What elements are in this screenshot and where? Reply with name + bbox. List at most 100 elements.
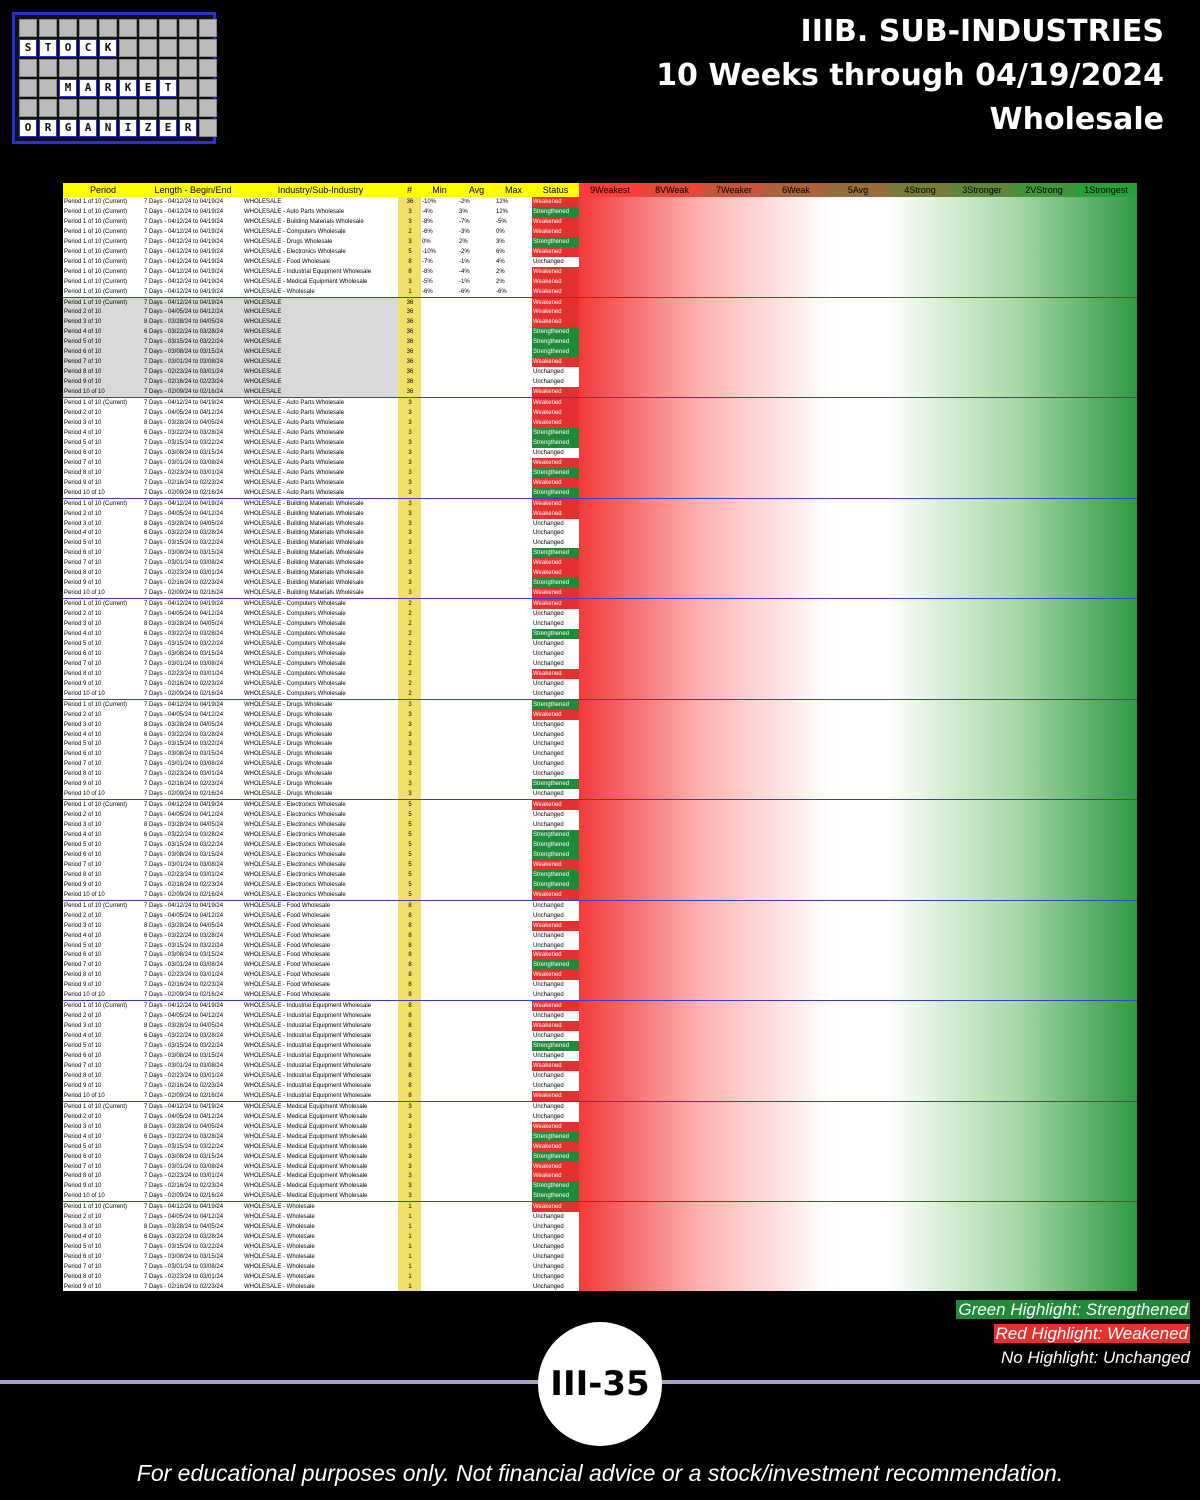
cell xyxy=(421,1051,458,1061)
cell xyxy=(458,1191,495,1201)
rank-cell xyxy=(827,1091,889,1101)
rank-cell xyxy=(703,1282,765,1291)
cell: Weakened xyxy=(532,408,579,418)
cell: 7 Days - 02/16/24 to 02/23/24 xyxy=(144,781,224,788)
cell xyxy=(421,599,458,609)
rank-cell xyxy=(1075,478,1137,488)
cell: Period 6 of 10 xyxy=(64,1254,102,1261)
logo-cell xyxy=(39,19,57,37)
rank-cell xyxy=(765,639,827,649)
rank-cell xyxy=(1013,257,1075,267)
cell: WHOLESALE - Building Materials Wholesale xyxy=(244,530,364,537)
cell xyxy=(458,377,495,387)
rank-cell xyxy=(827,1122,889,1132)
table-row: Period 2 of 10 7 Days - 04/05/24 to 04/12… xyxy=(63,810,1137,821)
table-row: Period 9 of 10 7 Days - 02/16/24 to 02/23… xyxy=(63,980,1137,991)
cell: 36 xyxy=(398,367,421,378)
rank-cell xyxy=(579,509,641,519)
rank-cell xyxy=(1013,619,1075,629)
rank-cell xyxy=(951,720,1013,730)
rank-cell xyxy=(889,1262,951,1272)
rank-cell xyxy=(1013,217,1075,227)
cell: 7 Days - 03/01/24 to 03/08/24 xyxy=(144,459,224,466)
cell xyxy=(421,1181,458,1191)
rank-cell xyxy=(951,921,1013,931)
cell: Period 1 of 10 (Current) xyxy=(64,278,128,285)
cell xyxy=(458,548,495,558)
cell: Weakened xyxy=(532,800,579,811)
cell: Unchanged xyxy=(533,721,564,728)
cell xyxy=(421,1262,458,1272)
cell: 3 xyxy=(398,417,421,428)
rank-cell xyxy=(703,468,765,478)
cell xyxy=(458,720,495,730)
rank-cell xyxy=(1013,478,1075,488)
rank-cell xyxy=(703,398,765,408)
rank-cell xyxy=(1013,970,1075,980)
cell xyxy=(421,970,458,980)
rank-cell xyxy=(579,1102,641,1112)
cell: Period 2 of 10 xyxy=(64,711,102,718)
rank-cell xyxy=(579,720,641,730)
rank-cell xyxy=(1075,609,1137,619)
rank-cell xyxy=(827,347,889,357)
rank-cell xyxy=(765,398,827,408)
column-header: 9Weakest xyxy=(579,183,641,197)
rank-cell xyxy=(641,197,703,207)
cell: 36 xyxy=(398,297,421,308)
cell: Weakened xyxy=(532,297,579,308)
rank-cell xyxy=(641,1232,703,1242)
table-row: Period 1 of 10 (Current) 7 Days - 04/12/2… xyxy=(63,398,1137,409)
rank-cell xyxy=(765,1061,827,1071)
cell: 2% xyxy=(496,278,505,285)
cell: Unchanged xyxy=(533,731,564,738)
cell: Strengthened xyxy=(532,1191,579,1202)
rank-cell xyxy=(765,921,827,931)
cell xyxy=(458,1001,495,1011)
rank-cell xyxy=(765,609,827,619)
rank-cell xyxy=(889,408,951,418)
rank-cell xyxy=(579,980,641,990)
rank-cell xyxy=(703,599,765,609)
rank-cell xyxy=(1075,779,1137,789)
rank-cell xyxy=(1013,207,1075,217)
cell: Unchanged xyxy=(533,822,564,829)
cell xyxy=(421,830,458,840)
rank-cell xyxy=(1075,538,1137,548)
rank-cell xyxy=(703,710,765,720)
cell xyxy=(458,840,495,850)
rank-cell xyxy=(641,810,703,820)
rank-cell xyxy=(641,840,703,850)
cell xyxy=(458,1021,495,1031)
rank-cell xyxy=(703,298,765,308)
cell: Period 3 of 10 xyxy=(64,922,102,929)
cell: Strengthened xyxy=(532,1041,579,1052)
rank-cell xyxy=(703,1041,765,1051)
table-row: Period 2 of 10 7 Days - 04/05/24 to 04/12… xyxy=(63,408,1137,418)
rank-cell xyxy=(1013,1162,1075,1172)
cell xyxy=(458,327,495,337)
cell: WHOLESALE - Drugs Wholesale xyxy=(244,701,333,708)
rank-cell xyxy=(579,1031,641,1041)
cell xyxy=(421,1162,458,1172)
cell xyxy=(421,468,458,478)
cell: 7 Days - 04/12/24 to 04/19/24 xyxy=(144,1204,224,1211)
cell: Period 4 of 10 xyxy=(64,530,102,537)
cell: WHOLESALE - Drugs Wholesale xyxy=(244,238,333,245)
rank-cell xyxy=(951,237,1013,247)
cell: Period 4 of 10 xyxy=(64,1133,102,1140)
cell: Weakened xyxy=(532,709,579,720)
cell: 7 Days - 02/09/24 to 02/16/24 xyxy=(144,1092,224,1099)
rank-cell xyxy=(951,669,1013,679)
rank-cell xyxy=(579,267,641,277)
rank-cell xyxy=(641,568,703,578)
cell xyxy=(458,970,495,980)
rank-cell xyxy=(703,428,765,438)
rank-cell xyxy=(641,408,703,418)
legend-red: Red Highlight: Weakened xyxy=(993,1324,1190,1343)
cell: 3 xyxy=(398,236,421,247)
title-line-3: Wholesale xyxy=(989,102,1164,137)
cell: 3 xyxy=(398,447,421,458)
cell: 0% xyxy=(496,228,505,235)
cell xyxy=(421,499,458,509)
